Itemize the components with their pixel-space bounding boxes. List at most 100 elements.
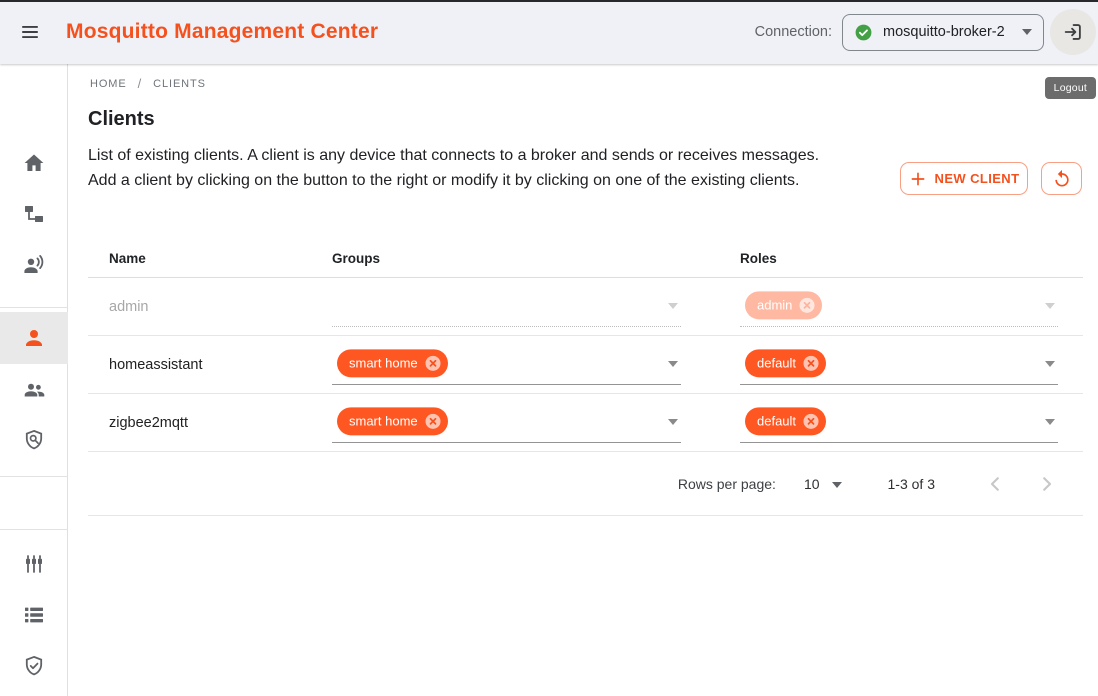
next-page-button[interactable] xyxy=(1027,464,1067,504)
select-underline xyxy=(740,442,1058,443)
sidebar-divider xyxy=(0,529,68,530)
role-chip[interactable]: default xyxy=(745,348,827,377)
breadcrumb-separator: / xyxy=(137,76,143,91)
sidebar-divider xyxy=(0,476,68,477)
roles-select[interactable]: default xyxy=(740,394,1058,451)
chevron-down-icon xyxy=(1045,302,1055,309)
clients-table: Name Groups Roles admin admin xyxy=(88,240,1083,516)
chip-delete-icon xyxy=(798,296,816,314)
sidebar-item-home[interactable] xyxy=(0,137,68,189)
chevron-down-icon xyxy=(831,481,842,488)
chip-label: smart home xyxy=(349,413,418,429)
new-client-label: NEW CLIENT xyxy=(934,171,1020,186)
chip-label: default xyxy=(757,355,797,371)
chip-delete-icon[interactable] xyxy=(424,354,442,372)
window-top-edge xyxy=(0,0,1098,2)
sidebar-item-topic-tree[interactable] xyxy=(0,188,68,240)
logout-button[interactable] xyxy=(1050,9,1096,55)
person-voice-icon xyxy=(22,253,46,277)
main-content: HOME / CLIENTS Clients List of existing … xyxy=(68,64,1098,696)
home-icon xyxy=(22,151,46,175)
menu-button[interactable] xyxy=(10,12,50,52)
group-chip[interactable]: smart home xyxy=(337,348,448,377)
groups-select[interactable]: smart home xyxy=(332,336,681,393)
new-client-button[interactable]: NEW CLIENT xyxy=(900,162,1028,195)
topic-tree-icon xyxy=(22,202,46,226)
previous-page-button[interactable] xyxy=(975,464,1015,504)
sidebar-item-roles[interactable] xyxy=(0,414,68,466)
sidebar-item-groups[interactable] xyxy=(0,363,68,415)
policy-shield-icon xyxy=(22,428,46,452)
select-underline xyxy=(740,326,1058,327)
topbar-right: Connection: mosquitto-broker-2 xyxy=(755,9,1098,55)
shield-check-icon xyxy=(22,654,46,678)
roles-select[interactable]: default xyxy=(740,336,1058,393)
table-row[interactable]: admin admin xyxy=(88,278,1083,336)
plus-icon xyxy=(909,170,927,188)
rows-per-page-value: 10 xyxy=(803,475,820,492)
client-name: zigbee2mqtt xyxy=(109,414,188,431)
table-row[interactable]: zigbee2mqtt smart home xyxy=(88,394,1083,452)
chevron-down-icon xyxy=(668,418,678,425)
group-chip[interactable]: smart home xyxy=(337,406,448,435)
role-chip[interactable]: default xyxy=(745,406,827,435)
topbar: Mosquitto Management Center Connection: … xyxy=(0,0,1098,64)
connection-select[interactable]: mosquitto-broker-2 xyxy=(842,13,1044,51)
pagination-range: 1-3 of 3 xyxy=(887,475,935,492)
chip-delete-icon[interactable] xyxy=(802,354,820,372)
column-header-name: Name xyxy=(109,251,146,266)
client-name: homeassistant xyxy=(109,356,203,373)
select-underline xyxy=(740,384,1058,385)
roles-select: admin xyxy=(740,278,1058,335)
chevron-down-icon xyxy=(1045,360,1055,367)
breadcrumb-home[interactable]: HOME xyxy=(90,77,127,90)
groups-select xyxy=(332,278,681,335)
people-icon xyxy=(22,377,46,401)
select-underline xyxy=(332,442,681,443)
chip-delete-icon[interactable] xyxy=(424,412,442,430)
sidebar-item-clients[interactable] xyxy=(0,312,68,364)
sliders-icon xyxy=(22,552,46,576)
refresh-icon xyxy=(1052,169,1072,189)
chevron-down-icon xyxy=(1022,29,1032,35)
chip-label: smart home xyxy=(349,355,418,371)
check-circle-icon xyxy=(854,23,873,42)
chip-label: admin xyxy=(757,297,793,313)
column-header-groups: Groups xyxy=(332,251,381,266)
groups-select[interactable]: smart home xyxy=(332,394,681,451)
chevron-down-icon xyxy=(668,302,678,309)
select-underline xyxy=(332,384,681,385)
list-icon xyxy=(22,603,46,627)
sidebar-divider xyxy=(0,307,68,308)
refresh-button[interactable] xyxy=(1041,162,1082,195)
chip-delete-icon[interactable] xyxy=(802,412,820,430)
connection-value: mosquitto-broker-2 xyxy=(883,24,1005,40)
breadcrumb-current: CLIENTS xyxy=(153,77,206,90)
table-row[interactable]: homeassistant smart home xyxy=(88,336,1083,394)
page-description: List of existing clients. A client is an… xyxy=(88,147,820,189)
column-header-roles: Roles xyxy=(740,251,777,266)
sidebar-item-settings[interactable] xyxy=(0,538,68,590)
logout-icon xyxy=(1062,21,1084,43)
chevron-down-icon xyxy=(668,360,678,367)
hamburger-icon xyxy=(19,21,41,43)
connection-label: Connection: xyxy=(754,24,832,40)
logout-tooltip: Logout xyxy=(1044,77,1096,99)
chevron-down-icon xyxy=(1045,418,1055,425)
chevron-left-icon xyxy=(983,472,1007,496)
select-underline xyxy=(332,326,681,327)
table-header: Name Groups Roles xyxy=(88,240,1083,278)
sidebar-item-security[interactable] xyxy=(0,640,68,692)
breadcrumb: HOME / CLIENTS xyxy=(90,76,206,91)
app-title: Mosquitto Management Center xyxy=(66,20,379,43)
chip-label: default xyxy=(757,413,797,429)
sidebar-item-logs[interactable] xyxy=(0,589,68,641)
sidebar-item-streams[interactable] xyxy=(0,239,68,291)
chevron-right-icon xyxy=(1035,472,1059,496)
rows-per-page-label: Rows per page: xyxy=(677,475,776,492)
table-pagination: Rows per page: 10 1-3 of 3 xyxy=(88,452,1083,516)
page-title: Clients xyxy=(88,108,155,130)
sidebar xyxy=(0,64,68,696)
rows-per-page-select[interactable]: 10 xyxy=(804,476,842,492)
